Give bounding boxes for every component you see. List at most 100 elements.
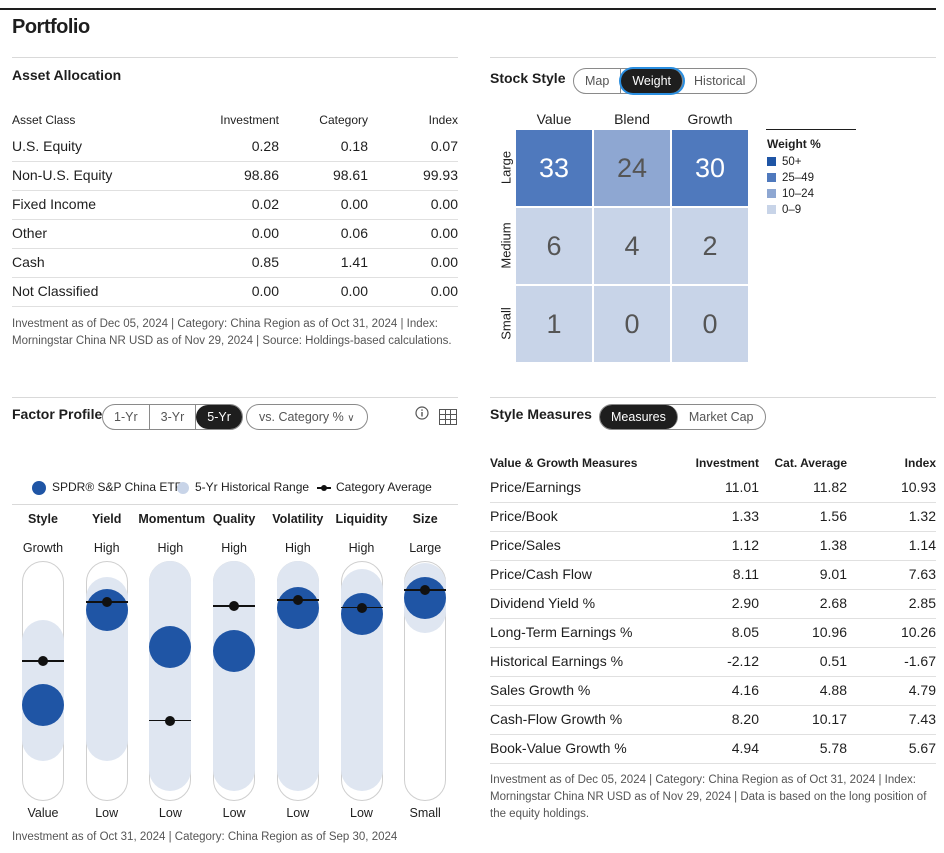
fund-marker bbox=[85, 588, 128, 631]
investment-value: 1.12 bbox=[731, 537, 759, 553]
investment-value: 11.01 bbox=[725, 479, 759, 495]
style-cell: 0 bbox=[672, 286, 748, 362]
cat-legend-label: Category Average bbox=[336, 480, 432, 494]
cat-average-value: 0.51 bbox=[819, 653, 847, 669]
col-category: Category bbox=[319, 113, 368, 127]
index-value: 5.67 bbox=[908, 740, 936, 756]
investment-value: 8.20 bbox=[731, 711, 759, 727]
category-value: 98.61 bbox=[332, 167, 368, 183]
factor-name: Quality bbox=[212, 512, 256, 526]
chevron-down-icon: ∨ bbox=[347, 413, 355, 424]
tab-market-cap[interactable]: Market Cap bbox=[688, 410, 754, 424]
asset-allocation-title: Asset Allocation bbox=[12, 67, 122, 83]
compare-dropdown[interactable]: vs. Category % ∨ bbox=[246, 404, 368, 430]
style-row-large: Large bbox=[498, 150, 514, 185]
table-row: Price/Cash Flow 8.11 9.01 7.63 bbox=[490, 561, 936, 590]
investment-value: 98.86 bbox=[243, 167, 279, 183]
historical-range bbox=[213, 561, 256, 792]
cat-average-value: 2.68 bbox=[819, 595, 847, 611]
index-value: 4.79 bbox=[908, 682, 936, 698]
weight-legend-title: Weight % bbox=[767, 137, 821, 151]
factor-name: Volatility bbox=[272, 512, 324, 526]
divider bbox=[12, 57, 458, 58]
investment-value: 2.90 bbox=[731, 595, 759, 611]
fund-legend-label: SPDR® S&P China ETF bbox=[52, 480, 182, 494]
fund-marker bbox=[149, 626, 192, 669]
info-icon[interactable] bbox=[415, 406, 429, 423]
table-row: Price/Sales 1.12 1.38 1.14 bbox=[490, 532, 936, 561]
index-value: 99.93 bbox=[422, 167, 458, 183]
style-cell: 4 bbox=[594, 208, 670, 284]
category-average-marker bbox=[229, 600, 240, 611]
col-investment: Investment bbox=[220, 113, 279, 127]
category-average-marker bbox=[165, 715, 176, 726]
table-row: Dividend Yield % 2.90 2.68 2.85 bbox=[490, 590, 936, 619]
category-average-marker bbox=[292, 594, 303, 605]
investment-value: 0.00 bbox=[251, 225, 279, 241]
investment-value: 4.16 bbox=[731, 682, 759, 698]
factor-name: Size bbox=[412, 512, 438, 526]
factor-low-label: Low bbox=[350, 806, 373, 820]
tab-1yr[interactable]: 1-Yr bbox=[103, 405, 150, 429]
factor-high-label: Growth bbox=[22, 541, 64, 555]
style-measures-tabs: Measures Market Cap bbox=[599, 404, 766, 430]
tab-measures[interactable]: Measures bbox=[600, 405, 678, 429]
legend-item: 25–49 bbox=[767, 171, 814, 185]
fund-marker bbox=[213, 630, 256, 673]
table-row: Cash-Flow Growth % 8.20 10.17 7.43 bbox=[490, 706, 936, 735]
measure-name: Price/Sales bbox=[490, 537, 561, 553]
factor-low-label: Value bbox=[27, 806, 59, 820]
tab-historical[interactable]: Historical bbox=[694, 74, 746, 88]
col-investment: Investment bbox=[695, 456, 759, 470]
cat-average-value: 10.17 bbox=[811, 711, 847, 727]
measure-name: Dividend Yield % bbox=[490, 595, 596, 611]
legend-label: 10–24 bbox=[782, 188, 814, 200]
cat-average-value: 11.82 bbox=[813, 479, 847, 495]
table-row: Sales Growth % 4.16 4.88 4.79 bbox=[490, 677, 936, 706]
note-line: Investment as of Dec 05, 2024 | Category… bbox=[490, 774, 916, 786]
note-line: Morningstar China NR USD as of Nov 29, 2… bbox=[490, 791, 927, 803]
tab-3yr[interactable]: 3-Yr bbox=[150, 405, 197, 429]
factor-profile-note: Investment as of Oct 31, 2024 | Category… bbox=[12, 831, 398, 843]
measure-name: Price/Cash Flow bbox=[490, 566, 592, 582]
cat-average-value: 1.38 bbox=[819, 537, 847, 553]
table-row: Fixed Income 0.02 0.00 0.00 bbox=[12, 191, 458, 220]
style-row-medium: Medium bbox=[498, 222, 514, 269]
tab-weight[interactable]: Weight bbox=[621, 69, 684, 93]
factor-high-label: High bbox=[157, 541, 184, 555]
stock-style-tabs: Map Weight Historical bbox=[573, 68, 758, 94]
index-value: 0.07 bbox=[430, 138, 458, 154]
investment-value: 8.11 bbox=[732, 566, 759, 582]
note-line: the equity holdings. bbox=[490, 808, 590, 820]
investment-value: 1.33 bbox=[731, 508, 759, 524]
table-icon[interactable] bbox=[439, 409, 457, 428]
category-value: 0.00 bbox=[340, 283, 368, 299]
style-cell: 24 bbox=[594, 130, 670, 206]
cat-legend-dot bbox=[321, 485, 327, 491]
col-asset-class: Asset Class bbox=[12, 113, 76, 127]
legend-swatch bbox=[767, 173, 776, 182]
divider bbox=[12, 397, 458, 398]
style-measures-note: Investment as of Dec 05, 2024 | Category… bbox=[490, 772, 936, 823]
style-cell: 0 bbox=[594, 286, 670, 362]
investment-value: 0.02 bbox=[251, 196, 279, 212]
style-cell: 1 bbox=[516, 286, 592, 362]
compare-dropdown-label: vs. Category % ∨ bbox=[247, 405, 367, 429]
factor-low-label: Low bbox=[222, 806, 246, 820]
measure-name: Price/Earnings bbox=[490, 479, 582, 495]
style-measures-title: Style Measures bbox=[490, 406, 592, 422]
col-cat-average: Cat. Average bbox=[774, 456, 847, 470]
tab-map[interactable]: Map bbox=[574, 69, 622, 93]
category-value: 0.00 bbox=[340, 196, 368, 212]
factor-high-label: High bbox=[284, 541, 311, 555]
category-average-marker bbox=[38, 656, 48, 667]
top-rule bbox=[0, 8, 936, 10]
historical-range bbox=[149, 561, 192, 792]
factor-period-tabs: 1-Yr 3-Yr 5-Yr bbox=[102, 404, 243, 430]
style-col-value: Value bbox=[536, 111, 572, 127]
legend-rule bbox=[766, 129, 856, 130]
tab-5yr[interactable]: 5-Yr bbox=[196, 405, 242, 429]
table-row: Other 0.00 0.06 0.00 bbox=[12, 220, 458, 249]
measure-name: Historical Earnings % bbox=[490, 653, 624, 669]
style-cell: 6 bbox=[516, 208, 592, 284]
